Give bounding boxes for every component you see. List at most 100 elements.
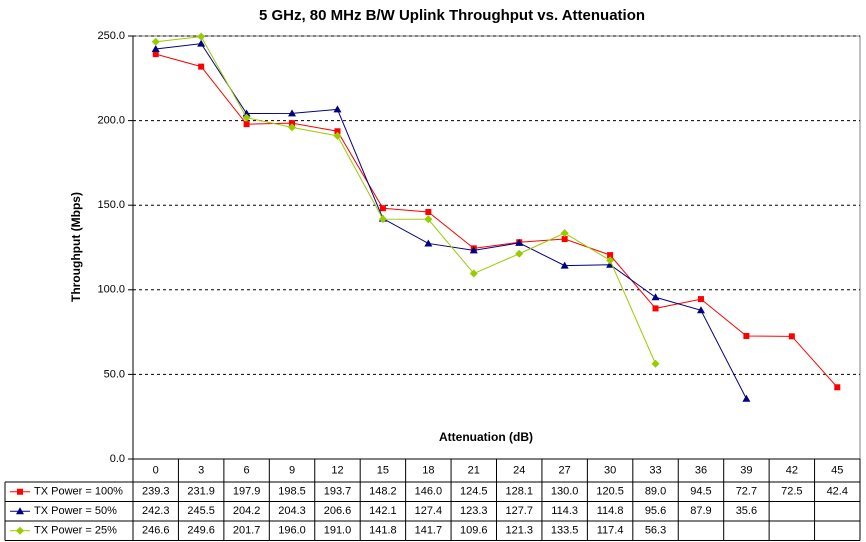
marker [152,51,159,58]
table-value: 121.3 [505,525,533,537]
table-value: 127.4 [415,505,443,517]
table-value: 89.0 [645,486,666,498]
marker [607,252,614,259]
x-tick-label: 42 [786,464,798,476]
marker [742,394,751,402]
table-value: 130.0 [551,486,579,498]
marker [333,131,342,140]
table-value: 120.5 [596,486,624,498]
table-value: 123.3 [460,505,488,517]
table-value: 124.5 [460,486,488,498]
table-value: 204.3 [278,505,306,517]
y-axis-label: Throughput (Mbps) [69,192,83,302]
marker [198,63,205,70]
table-value: 95.6 [645,505,666,517]
marker [834,384,841,391]
marker [289,120,296,127]
series-line [155,36,656,364]
legend-marker [16,526,24,535]
marker [243,121,250,128]
marker [560,261,569,269]
marker [425,208,432,215]
table-value: 72.7 [736,486,757,498]
marker [788,333,795,340]
marker [424,215,433,224]
table-value: 117.4 [597,525,624,537]
table-value: 142.1 [369,505,397,517]
x-tick-label: 36 [695,464,707,476]
marker [242,113,251,122]
marker [743,332,750,339]
table-value: 148.2 [369,486,397,498]
table-value: 146.0 [415,486,443,498]
x-tick-label: 6 [244,464,250,476]
marker [334,128,341,135]
x-tick-label: 18 [422,464,434,476]
marker [696,306,705,314]
table-value: 42.4 [827,486,848,498]
marker [151,37,160,46]
marker [651,293,660,301]
x-tick-label: 12 [331,464,343,476]
legend-label: TX Power = 25% [34,525,117,537]
marker [378,215,387,224]
table-value: 56.3 [645,525,666,537]
table-value: 204.2 [233,505,261,517]
x-tick-label: 27 [559,464,571,476]
x-tick-label: 15 [377,464,389,476]
marker [561,236,568,243]
table-value: 127.7 [505,505,533,517]
x-tick-label: 39 [740,464,752,476]
table-value: 191.0 [324,525,352,537]
x-tick-label: 3 [198,464,204,476]
marker [197,39,206,47]
marker [469,246,478,254]
table-value: 109.6 [460,525,488,537]
x-axis-label: Attenuation (dB) [439,430,533,444]
table-value: 245.5 [187,505,215,517]
marker [606,256,615,265]
marker [697,296,704,303]
table-value: 201.7 [233,525,261,537]
chart-title: 5 GHz, 80 MHz B/W Uplink Throughput vs. … [259,7,645,24]
marker [560,229,569,238]
marker [651,359,660,368]
table-value: 87.9 [690,505,711,517]
table-value: 141.8 [369,525,397,537]
table-value: 197.9 [233,486,261,498]
table-value: 246.6 [142,525,170,537]
y-tick-label: 150.0 [97,199,125,211]
table-value: 114.3 [551,505,578,517]
table-value: 198.5 [278,486,306,498]
table-value: 141.7 [415,525,443,537]
table-value: 128.1 [505,486,533,498]
y-tick-label: 100.0 [97,284,125,296]
marker [424,239,433,247]
table-value: 249.6 [187,525,215,537]
marker [379,205,386,212]
table-value: 242.3 [142,505,170,517]
x-tick-label: 9 [289,464,295,476]
marker [652,305,659,312]
table-value: 133.5 [551,525,579,537]
x-tick-label: 24 [513,464,525,476]
marker [197,32,206,41]
legend-marker [17,488,23,495]
x-tick-label: 30 [604,464,616,476]
legend-label: TX Power = 50% [34,505,117,517]
table-value: 72.5 [781,486,802,498]
marker [288,109,297,117]
table-value: 231.9 [187,486,215,498]
x-tick-label: 33 [649,464,661,476]
y-tick-label: 50.0 [104,368,125,380]
x-tick-label: 45 [831,464,843,476]
marker [151,45,160,53]
table-value: 114.8 [597,505,624,517]
table-value: 193.7 [324,486,352,498]
legend-marker [16,507,24,515]
x-tick-label: 0 [153,464,159,476]
y-tick-label: 200.0 [97,115,125,127]
table-value: 196.0 [278,525,306,537]
